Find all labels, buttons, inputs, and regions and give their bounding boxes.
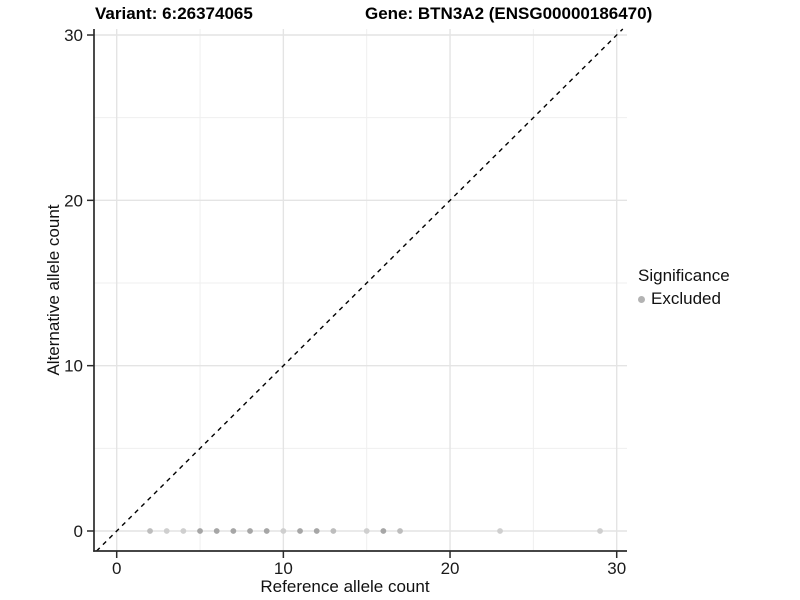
variant-title: Variant: 6:26374065 — [95, 4, 253, 23]
x-tick-label: 30 — [607, 559, 626, 578]
y-tick-label: 20 — [64, 191, 83, 210]
legend-item-excluded: Excluded — [638, 289, 730, 309]
legend-point-icon — [638, 295, 645, 303]
y-axis-title: Alternative allele count — [44, 204, 63, 376]
data-point — [363, 528, 370, 534]
data-point — [280, 528, 287, 534]
y-tick-label: 10 — [64, 357, 83, 376]
x-tick-label: 10 — [274, 559, 293, 578]
data-point — [313, 528, 320, 534]
data-point — [297, 528, 303, 534]
x-tick-label: 0 — [112, 559, 121, 578]
data-point — [147, 528, 153, 534]
legend-title: Significance — [638, 266, 730, 285]
data-point — [180, 528, 187, 534]
data-point — [247, 528, 253, 534]
data-point — [213, 528, 220, 534]
x-tick-label: 20 — [441, 559, 460, 578]
legend-item-label: Excluded — [651, 289, 721, 308]
identity-dashed-line — [96, 28, 624, 552]
x-axis-title: Reference allele count — [260, 577, 430, 596]
data-point — [597, 528, 603, 534]
gene-title: Gene: BTN3A2 (ENSG00000186470) — [365, 4, 653, 23]
legend: Significance Excluded — [638, 266, 730, 309]
data-point — [397, 528, 403, 534]
data-point — [197, 528, 203, 534]
y-tick-label: 0 — [74, 522, 83, 541]
data-point — [263, 528, 270, 534]
data-point — [330, 528, 337, 534]
data-point — [163, 528, 170, 534]
y-tick-label: 30 — [64, 26, 83, 45]
data-point — [380, 528, 387, 534]
data-point — [230, 528, 237, 534]
data-point — [497, 528, 503, 534]
